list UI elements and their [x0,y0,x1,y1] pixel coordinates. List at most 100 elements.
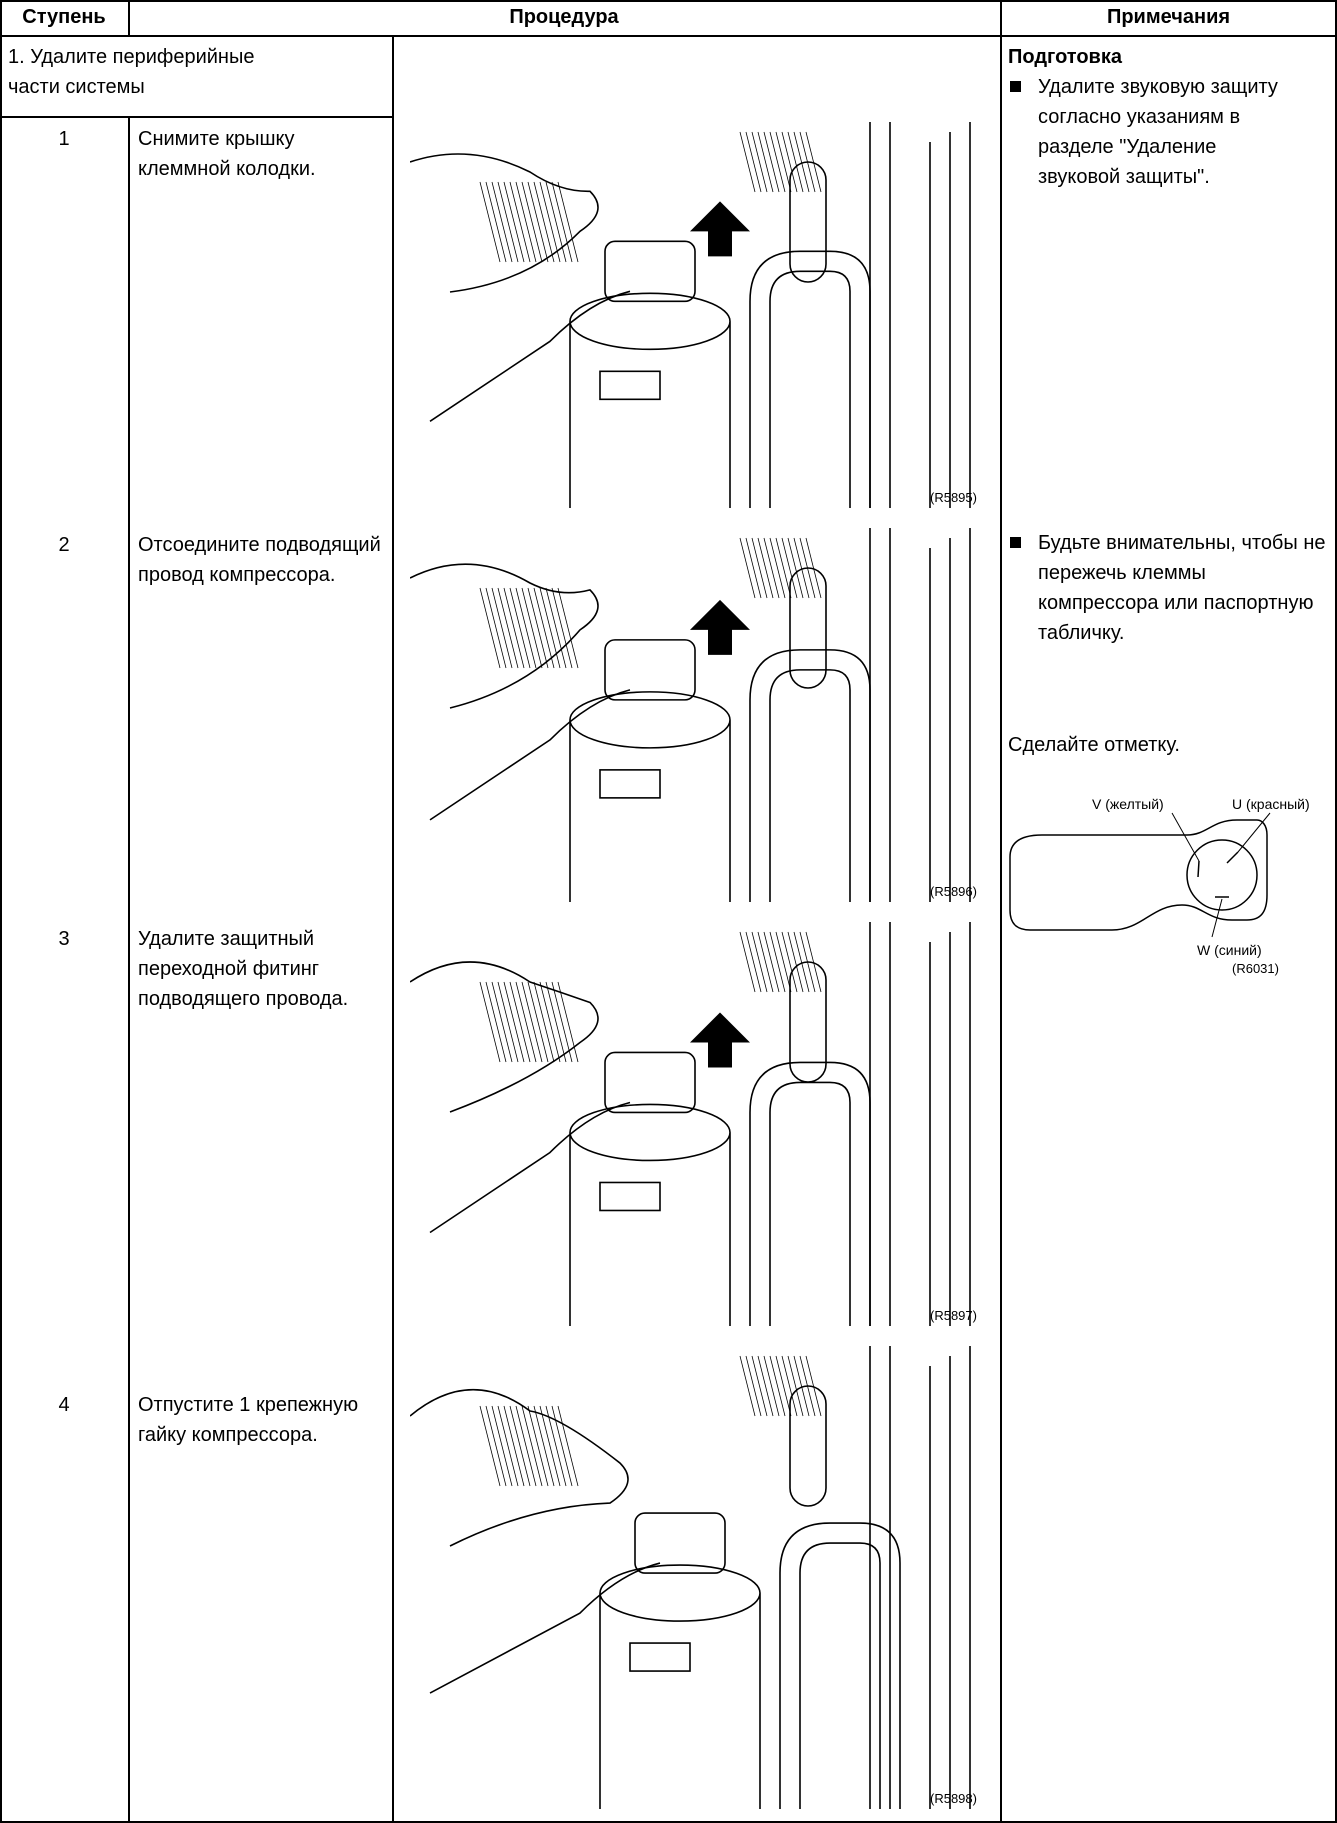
accumulator [789,961,827,1083]
hatch [527,981,549,1063]
pipe [769,270,851,508]
border [0,0,2,1823]
hatch [533,181,555,263]
header-procedure: Процедура [509,6,619,28]
border [0,116,392,118]
hatch [497,587,519,669]
hatch [479,1405,501,1487]
hatch [539,181,561,263]
hatch [781,537,798,599]
hatch [769,131,786,193]
hatch [551,981,573,1063]
hatch [545,981,567,1063]
label-v: V (желтый) [1092,796,1164,812]
hatch [769,1355,786,1417]
hatch [745,931,762,993]
step-number: 4 [58,1394,70,1416]
hatch [533,1405,555,1487]
hatch [479,981,501,1063]
terminal-u [1226,851,1239,864]
tube-bundle [869,1346,971,1809]
hatch [545,587,567,669]
hatch [787,131,804,193]
pipe [799,1542,881,1809]
hatch [503,1405,525,1487]
hatch [551,1405,573,1487]
hatch [763,537,780,599]
hatch [745,131,762,193]
hatch [509,587,531,669]
hatch [521,587,543,669]
tube-bundle [869,122,971,508]
figure-code: (R5898) [930,1791,977,1806]
hatch [545,181,567,263]
hatch [739,931,756,993]
hatch [557,981,579,1063]
hatch [757,537,774,599]
pipe [749,1061,871,1326]
pipe [429,689,631,821]
hatch [533,587,555,669]
figure [410,922,971,1326]
hatch [515,181,537,263]
tube-bundle [869,528,971,902]
hand [410,961,599,1113]
hatch [739,537,756,599]
hatch [539,587,561,669]
hatch [787,1355,804,1417]
hatch [485,1405,507,1487]
figure-code: (R5896) [930,884,977,899]
hand [410,153,599,293]
compressor [569,292,731,508]
hatch [793,537,810,599]
hatch [769,537,786,599]
arrow [690,599,750,655]
hatch [497,1405,519,1487]
border [0,35,1337,37]
border [0,0,1337,2]
step-text: Снимите крышку клеммной колодки. [138,128,316,180]
hatch [509,181,531,263]
hatch [793,1355,810,1417]
label-u: U (красный) [1232,796,1310,812]
hatch [521,181,543,263]
hatch [485,587,507,669]
hatch [533,981,555,1063]
hatch [509,1405,531,1487]
hatch [503,981,525,1063]
pipe [749,649,871,902]
border [128,116,130,1823]
step-number: 3 [58,928,70,950]
pipe [779,1522,901,1809]
terminal-v [1197,860,1200,878]
label-w: W (синий) [1197,942,1262,958]
figure [410,122,971,508]
hatch [527,1405,549,1487]
compressor [569,1103,731,1326]
hatch [551,587,573,669]
hatch [479,587,501,669]
hatch [763,931,780,993]
hatch [775,1355,792,1417]
hatch [763,1355,780,1417]
hatch [793,131,810,193]
step-text: Отпустите 1 крепежную гайку компрессора. [138,1394,359,1446]
pipe [749,250,871,508]
hatch [769,931,786,993]
terminal-ring [1186,839,1258,911]
figure-code: (R6031) [1232,961,1279,976]
hatch [539,1405,561,1487]
border [1000,0,1002,1823]
step-text: Отсоедините подводящий провод компрессор… [138,534,381,586]
hatch [485,181,507,263]
hatch [751,1355,768,1417]
hatch [557,181,579,263]
hatch [781,1355,798,1417]
compressor [569,691,731,902]
note-text: Будьте внимательны, чтобы не пережечь кл… [1038,532,1326,644]
figure-code: (R5895) [930,490,977,505]
hand [410,563,599,709]
border [128,0,130,35]
hatch [485,981,507,1063]
